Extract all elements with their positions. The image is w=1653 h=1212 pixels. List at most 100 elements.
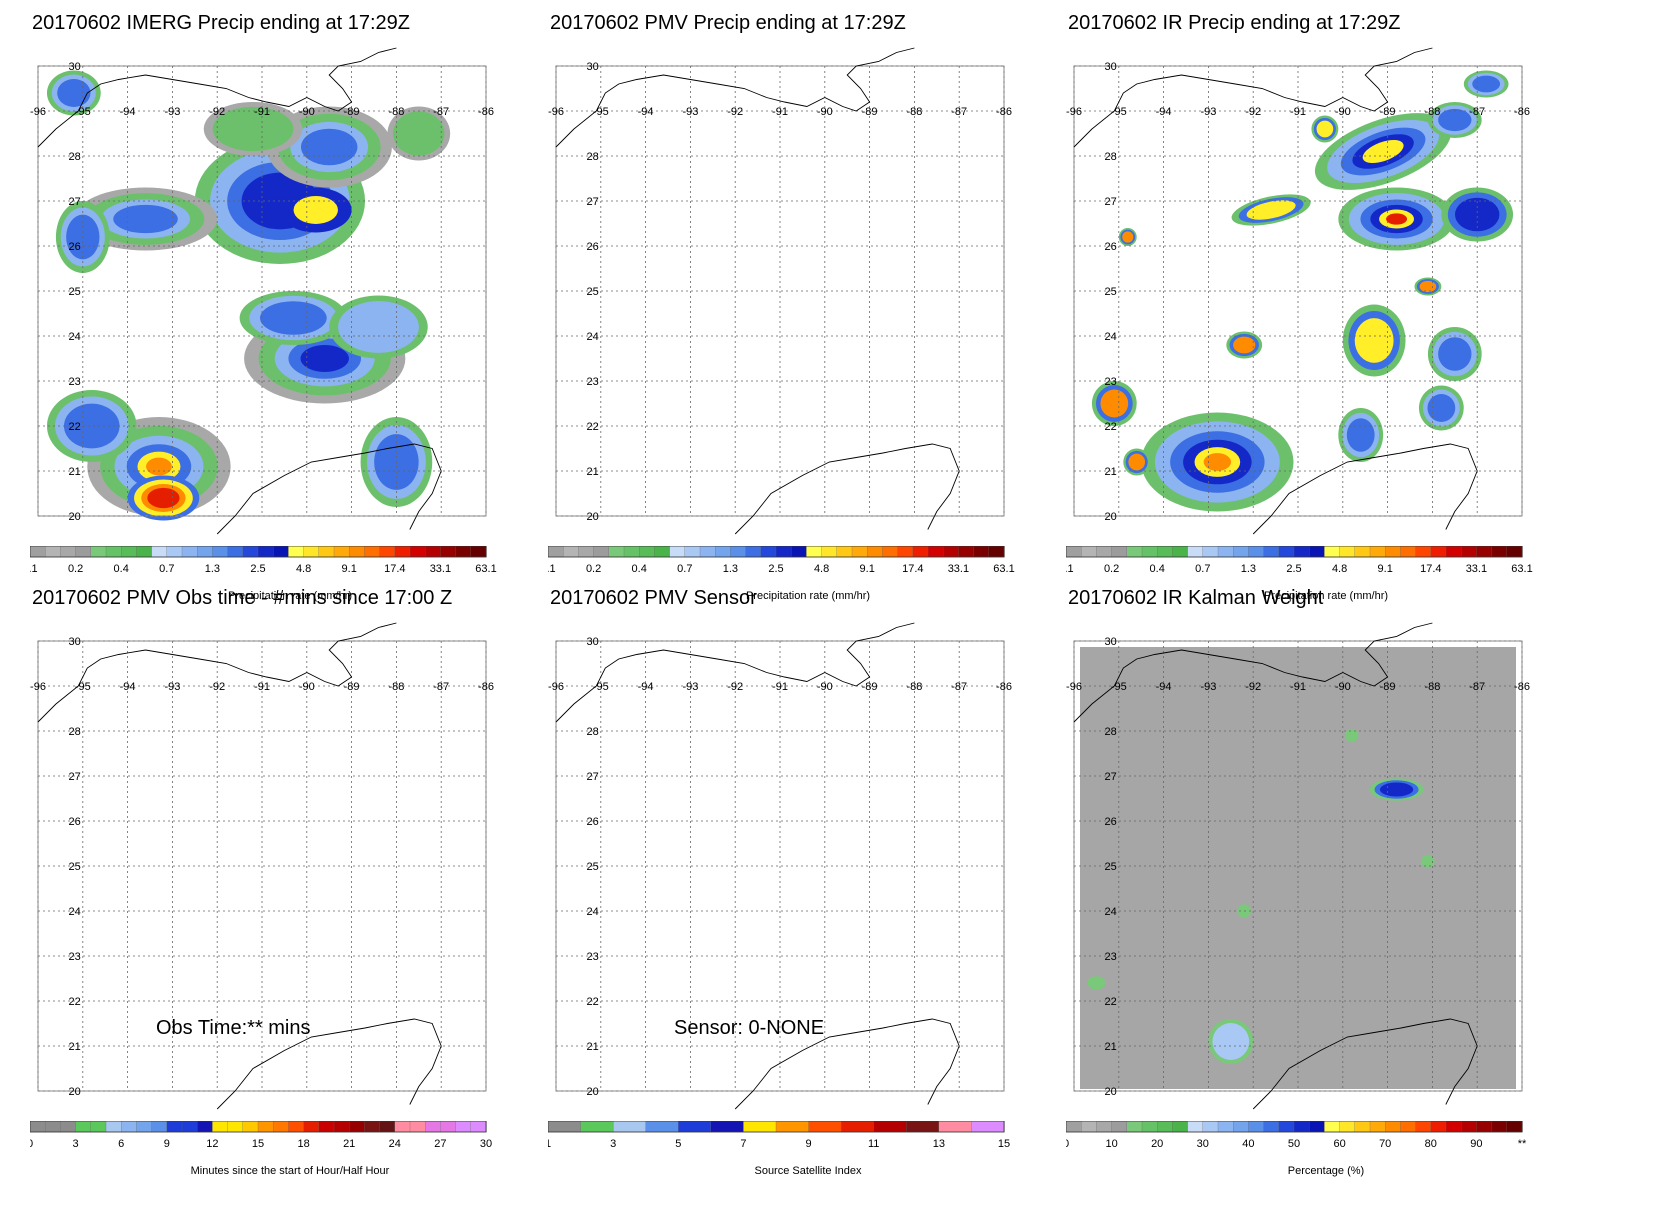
colorbar-swatch [227, 1120, 244, 1133]
colorbar-swatch [912, 545, 929, 558]
colorbar-tick-label: 63.1 [993, 563, 1014, 575]
colorbar-tick-label: 0.2 [586, 563, 601, 575]
lon-label: -96 [30, 681, 46, 693]
colorbar-tick-label: 15 [998, 1138, 1010, 1150]
colorbar-swatch [851, 545, 868, 558]
lat-label: 20 [69, 511, 81, 523]
colorbar-swatch [1096, 1120, 1113, 1133]
lon-label: -94 [638, 106, 654, 118]
colorbar-tick-label: 9.1 [860, 563, 875, 575]
coastline-north [37, 47, 397, 148]
colorbar-tick-label: 11 [868, 1138, 879, 1150]
precip-cell [212, 106, 294, 152]
colorbar-swatch [1065, 545, 1082, 558]
colorbar-swatch [1248, 545, 1265, 558]
lat-label: 28 [587, 726, 599, 738]
colorbar-swatch [425, 545, 442, 558]
colorbar-tick-label: 2.5 [250, 563, 265, 575]
lon-label: -90 [1335, 681, 1351, 693]
colorbar-swatch [1278, 545, 1295, 558]
colorbar-swatch [333, 1120, 350, 1133]
coastline-north [555, 47, 915, 148]
colorbar-swatch [60, 545, 77, 558]
coastline-north [1073, 622, 1433, 723]
colorbar: 0.1 0.2 0.4 0.7 1.3 2.5 4.8 9.1 17.4 33.1 63.1 Pre… [1058, 545, 1586, 606]
colorbar-swatch [318, 545, 335, 558]
precip-cell [1354, 318, 1394, 363]
precip-cell [300, 128, 358, 166]
colorbar-swatch [409, 1120, 426, 1133]
colorbar-swatch [379, 1120, 396, 1133]
lat-label: 30 [1105, 636, 1117, 648]
colorbar-swatch [927, 545, 944, 558]
colorbar-swatch [29, 1120, 46, 1133]
colorbar-swatch [349, 545, 366, 558]
colorbar-swatch [743, 1120, 777, 1133]
colorbar-swatch [1278, 1120, 1295, 1133]
precip-cell [1438, 337, 1472, 371]
colorbar-tick-label: 63.1 [1511, 563, 1532, 575]
colorbar-tick-label: 24 [389, 1138, 401, 1150]
lon-label: -95 [75, 681, 91, 693]
panel-title: 20170602 PMV Sensor [550, 587, 757, 609]
precip-cell [293, 196, 338, 224]
colorbar-tick-label: 3 [610, 1138, 616, 1150]
lon-label: -90 [817, 681, 833, 693]
colorbar-tick-label: 17.4 [1420, 563, 1441, 575]
colorbar-swatch [1293, 1120, 1310, 1133]
lat-label: 23 [69, 376, 81, 388]
lat-label: 26 [69, 816, 81, 828]
colorbar-tick-label: 2.5 [768, 563, 783, 575]
colorbar-swatch [1445, 1120, 1462, 1133]
colorbar-tick-label: 3 [73, 1138, 79, 1150]
precip-cell [63, 403, 120, 449]
lon-label: -91 [772, 681, 788, 693]
colorbar-swatch [1126, 1120, 1143, 1133]
colorbar-tick-label: 0.4 [1150, 563, 1165, 575]
lon-label: -91 [254, 106, 270, 118]
lat-label: 27 [69, 771, 81, 783]
lat-label: 21 [1105, 466, 1117, 478]
colorbar-swatch [563, 545, 580, 558]
lat-label: 26 [1105, 816, 1117, 828]
panel-pmv-obstime: 20170602 PMV Obs time - #mins since 17:0… [27, 585, 550, 1185]
colorbar-swatch [580, 1120, 614, 1133]
precip-cell [147, 487, 180, 509]
colorbar-swatch [136, 545, 153, 558]
lon-label: -94 [120, 681, 136, 693]
colorbar-swatch [470, 1120, 487, 1133]
colorbar-tick-label: 18 [297, 1138, 309, 1150]
colorbar-swatch [1324, 1120, 1341, 1133]
colorbar-swatch [1309, 1120, 1326, 1133]
lat-label: 23 [587, 376, 599, 388]
lat-label: 27 [587, 771, 599, 783]
colorbar-swatch [897, 545, 914, 558]
precip-cell [1246, 200, 1296, 220]
colorbar-swatch [699, 545, 716, 558]
panel-pmv-precip: 20170602 PMV Precip ending at 17:29Z -96… [540, 10, 1068, 610]
precip-cell [1316, 120, 1334, 138]
lat-label: 22 [587, 996, 599, 1008]
colorbar-swatch [166, 545, 183, 558]
colorbar-swatch [1263, 1120, 1280, 1133]
colorbar-tick-label: 1.3 [205, 563, 220, 575]
colorbar-swatch [684, 545, 701, 558]
colorbar-frame [29, 1120, 487, 1133]
colorbar-swatch [90, 1120, 107, 1133]
colorbar-tick-label: 17.4 [902, 563, 923, 575]
colorbar-label: Percentage (%) [1287, 1165, 1365, 1177]
colorbar-swatch [873, 1120, 907, 1133]
lat-label: 25 [1105, 286, 1117, 298]
lat-label: 26 [69, 241, 81, 253]
lat-label: 24 [69, 331, 81, 343]
colorbar-tick-label: 0.4 [114, 563, 129, 575]
lon-label: -92 [1245, 106, 1261, 118]
colorbar-swatch [273, 545, 290, 558]
colorbar-swatch [943, 545, 960, 558]
colorbar-swatch [1217, 1120, 1234, 1133]
precip-cell [146, 457, 172, 476]
lon-label: -86 [996, 106, 1012, 118]
lat-label: 26 [587, 241, 599, 253]
precip-field [46, 70, 451, 521]
precip-cell [1379, 782, 1414, 797]
